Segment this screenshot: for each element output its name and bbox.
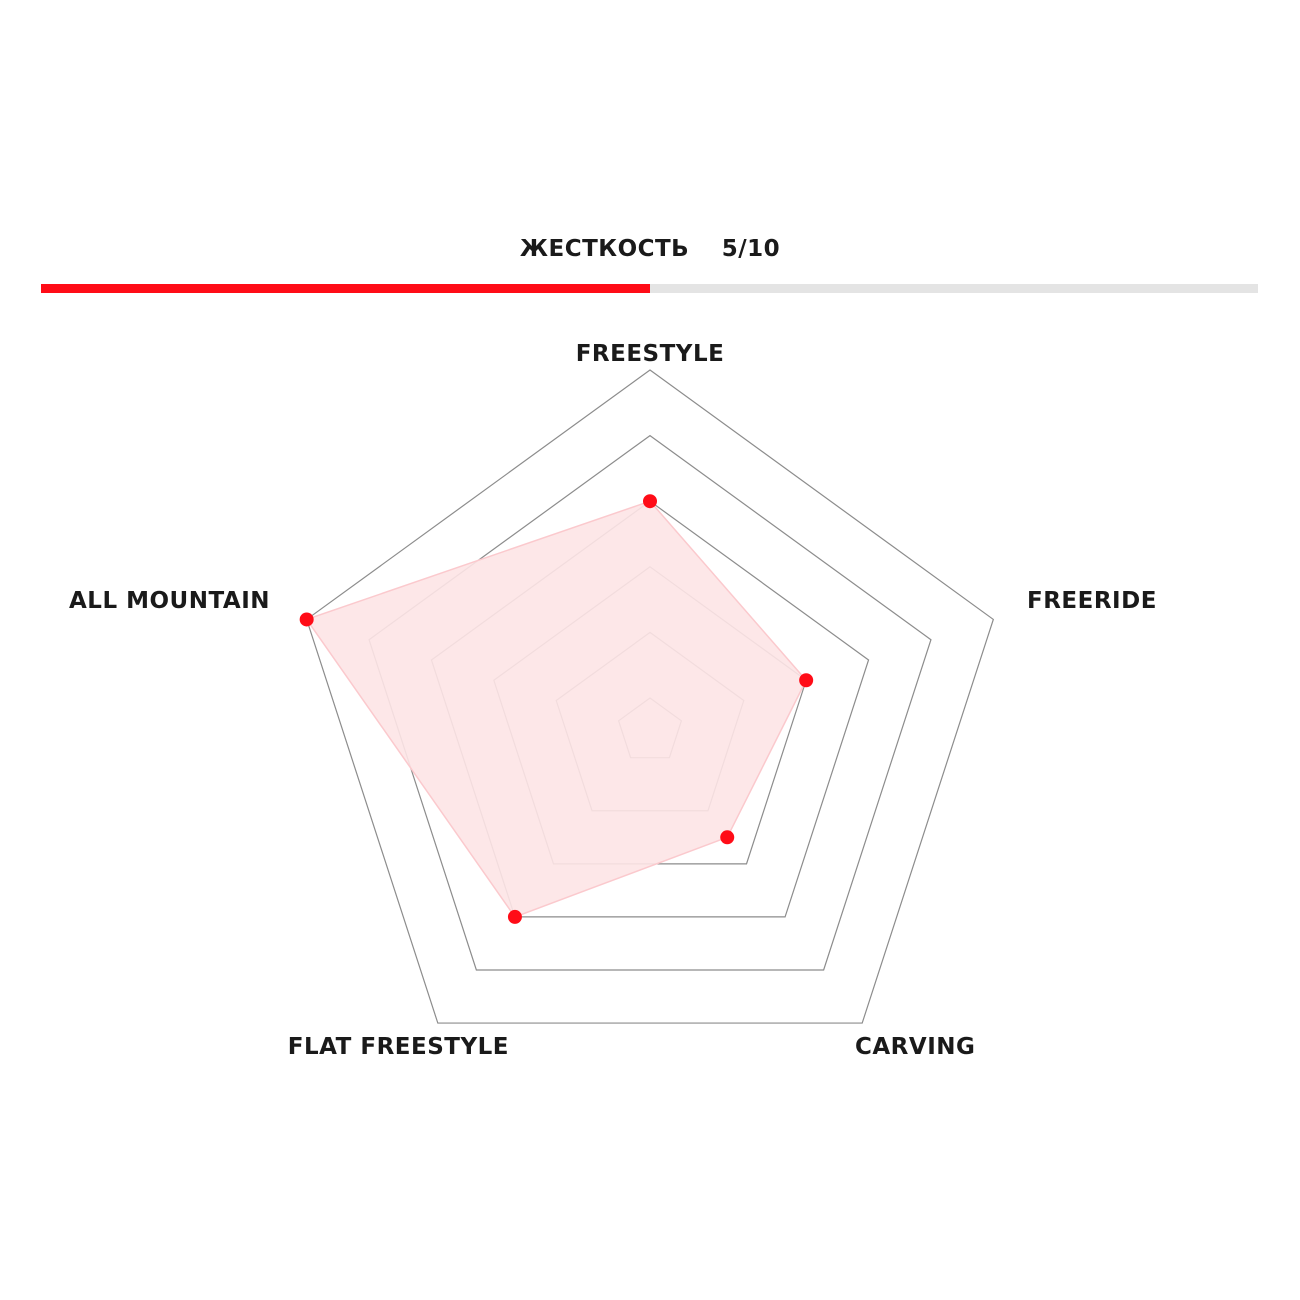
stiffness-bar-fill (41, 284, 650, 293)
data-point-freeride (799, 673, 814, 688)
axis-label-carving: CARVING (855, 1034, 975, 1060)
data-area (305, 500, 808, 918)
data-point-all-mountain (299, 612, 314, 627)
axis-label-freeride: FREERIDE (1027, 588, 1157, 614)
data-point-flat-freestyle (507, 909, 522, 924)
data-point-freestyle (643, 494, 657, 509)
grid-ring (305, 369, 995, 1024)
axis-label-freestyle: FREESTYLE (576, 341, 725, 367)
data-point-carving (720, 830, 735, 845)
axis-label-flat-freestyle: FLAT FREESTYLE (288, 1034, 509, 1060)
stiffness-value: 5/10 (721, 236, 781, 262)
stiffness-title: ЖЕСТКОСТЬ 5/10 (0, 236, 1300, 262)
stiffness-bar (41, 284, 1258, 293)
axis-label-all-mountain: ALL MOUNTAIN (69, 588, 270, 614)
stiffness-label: ЖЕСТКОСТЬ (519, 236, 690, 262)
